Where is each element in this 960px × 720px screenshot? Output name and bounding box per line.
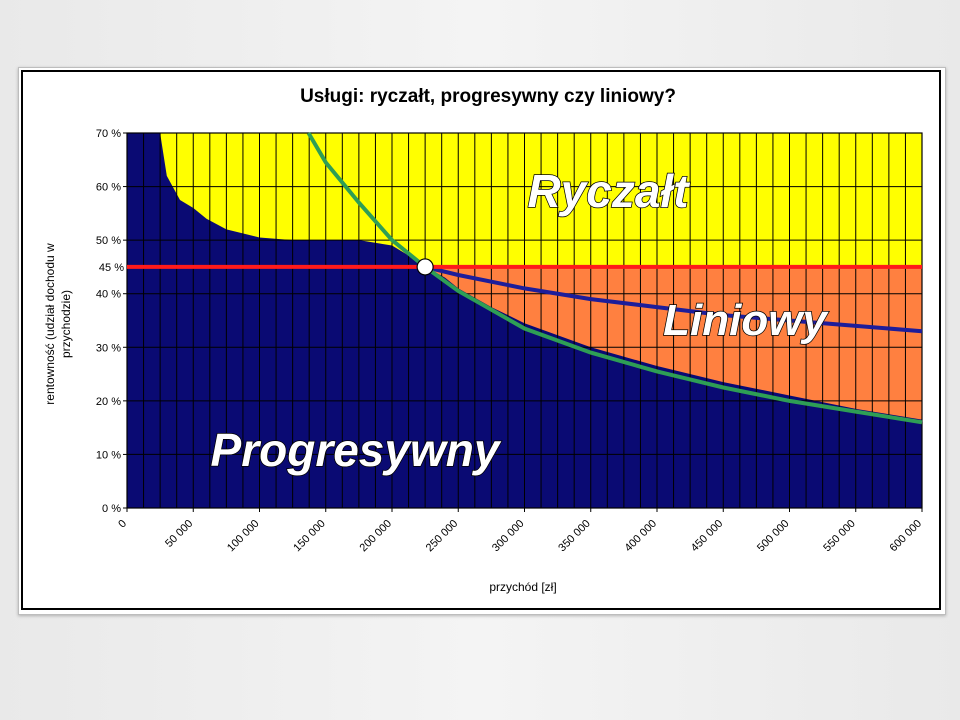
- y-axis-label-line-2: przychodzie): [59, 290, 73, 358]
- x-tick-label: 300 000: [490, 518, 527, 555]
- plot-area: [126, 131, 923, 509]
- y-tick-label: 70 %: [96, 128, 121, 140]
- x-tick-label: 550 000: [821, 518, 858, 555]
- x-tick-label: 350 000: [556, 518, 593, 555]
- y-tick-label: 50 %: [96, 235, 121, 247]
- x-tick-label: 100 000: [225, 518, 262, 555]
- y-axis-ticks: 0 % 10 % 20 % 30 % 40 % 50 % 60 % 70 %: [96, 128, 127, 515]
- x-tick-label: 200 000: [358, 518, 395, 555]
- x-tick-label: 400 000: [623, 518, 660, 555]
- grid-lines: [126, 132, 923, 509]
- progresywny-region-label: Progresywny: [211, 424, 502, 476]
- x-tick-label: 0: [116, 518, 129, 531]
- ryczalt-region-label: Ryczałt: [527, 165, 690, 217]
- y-tick-label: 20 %: [96, 396, 121, 408]
- x-tick-label: 600 000: [888, 518, 925, 555]
- y-tick-label: 10 %: [96, 449, 121, 461]
- chart-title: Usługi: ryczałt, progresywny czy liniowy…: [300, 86, 676, 107]
- y-tick-label: 30 %: [96, 342, 121, 354]
- x-tick-label: 50 000: [163, 518, 195, 550]
- x-tick-label: 450 000: [689, 518, 726, 555]
- y-axis-label-line-1: rentowność (udział dochodu w: [43, 243, 57, 405]
- liniowy-region-label: Liniowy: [663, 296, 829, 345]
- x-axis-ticks: 0 50 000 100 000 150 000 200 000 250 000 300 0…: [116, 508, 924, 554]
- x-tick-label: 150 000: [291, 518, 328, 555]
- x-axis-label: przychód [zł]: [489, 580, 556, 594]
- liniowy-series-line: [424, 264, 923, 334]
- y-tick-label: 0 %: [102, 503, 121, 515]
- x-tick-label: 500 000: [755, 518, 792, 555]
- ryczalt-series-line: [306, 131, 923, 425]
- y-tick-label: 40 %: [96, 289, 121, 301]
- intersection-marker: [416, 258, 434, 276]
- y-axis-label: rentowność (udział dochodu w przychodzie…: [43, 243, 73, 405]
- reference-line-label: 45 %: [99, 262, 124, 274]
- y-tick-label: 60 %: [96, 182, 121, 194]
- x-tick-label: 250 000: [424, 518, 461, 555]
